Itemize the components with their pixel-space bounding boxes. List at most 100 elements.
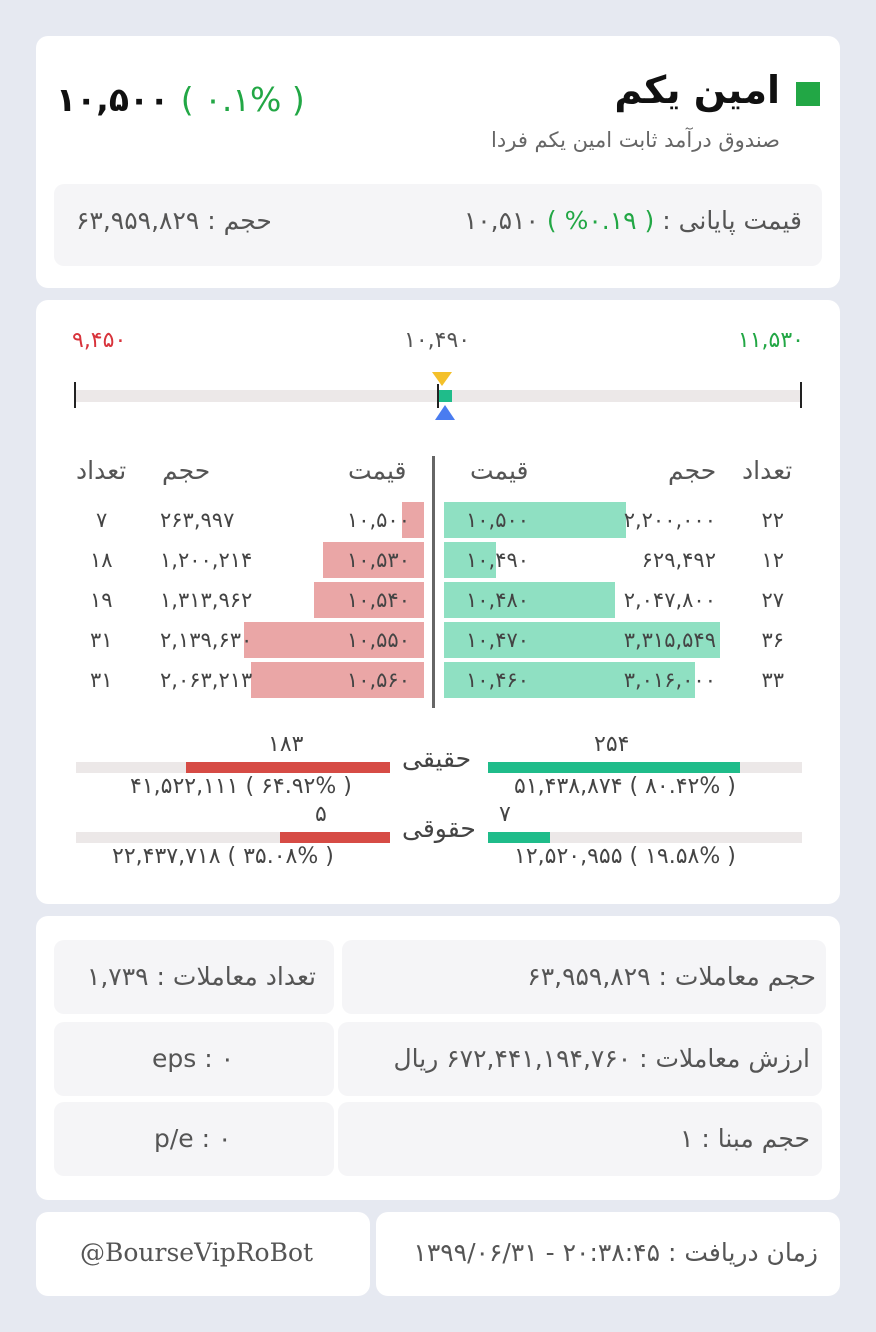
sell-count: ۱۹ (90, 588, 113, 612)
range-right-tick (800, 382, 802, 408)
sell-count: ۳۱ (90, 628, 113, 652)
buy-count: ۲۲ (761, 508, 784, 532)
buy-depth-bar (444, 662, 695, 698)
orderbook-divider (432, 456, 435, 708)
sell-price-header: قیمت (348, 456, 407, 485)
trade-volume: حجم معاملات : ۶۳,۹۵۹,۸۲۹ (527, 962, 816, 991)
pe-value: p/e : ۰ (154, 1124, 232, 1153)
range-center-line (437, 384, 439, 408)
range-segment (438, 390, 452, 402)
legal-sell-text: ۲۲,۴۳۷,۷۱۸ ( ۳۵.۰۸% ) (112, 844, 334, 869)
market-depth-card: ۹,۴۵۰ ۱۰,۴۹۰ ۱۱,۵۳۰ تعداد حجم قیمت قیمت … (36, 300, 840, 904)
base-volume: حجم مبنا : ۱ (679, 1124, 810, 1153)
sell-price: ۱۰,۵۶۰ (346, 668, 410, 692)
last-change: ( ۰.۱% ) (180, 80, 305, 119)
bot-handle-card: @BourseVipRoBot (36, 1212, 370, 1296)
buy-depth-bar (444, 622, 720, 658)
sell-count: ۷ (96, 508, 108, 532)
buy-volume: ۲,۰۴۷,۸۰۰ (623, 588, 716, 612)
buy-price: ۱۰,۴۸۰ (466, 588, 530, 612)
closing-price-block: قیمت پایانی : ( ۰.۱۹% ) ۱۰,۵۱۰ (464, 206, 802, 235)
real-label: حقیقی (402, 744, 472, 773)
buy-depth-bar (444, 502, 626, 538)
symbol-name: امین یکم (614, 68, 780, 112)
last-price: ۱۰,۵۰۰ (56, 80, 170, 119)
real-sell-text: ۴۱,۵۲۲,۱۱۱ ( ۶۴.۹۲% ) (130, 774, 352, 799)
eps-box: eps : ۰ (54, 1022, 334, 1096)
buy-price: ۱۰,۴۶۰ (466, 668, 530, 692)
last-price-marker-icon (435, 405, 455, 420)
buy-depth-bar (444, 542, 496, 578)
legal-sell-fill (280, 832, 390, 843)
trade-count-box: تعداد معاملات : ۱,۷۳۹ (54, 940, 334, 1014)
range-left-tick (74, 382, 76, 408)
sell-count: ۳۱ (90, 668, 113, 692)
sell-depth-bar (323, 542, 424, 578)
buy-price: ۱۰,۵۰۰ (466, 508, 530, 532)
closing-label: قیمت پایانی : (654, 206, 802, 235)
status-square-icon (796, 82, 820, 106)
legal-label: حقوقی (402, 814, 476, 843)
trade-volume-box: حجم معاملات : ۶۳,۹۵۹,۸۲۹ (342, 940, 826, 1014)
received-time: زمان دریافت : ۲۰:۳۸:۴۵ - ۱۳۹۹/۰۶/۳۱ (413, 1238, 818, 1267)
range-max-label: ۱۱,۵۳۰ (737, 328, 804, 353)
sell-volume-header: حجم (162, 456, 211, 485)
stats-card: حجم معاملات : ۶۳,۹۵۹,۸۲۹ تعداد معاملات :… (36, 916, 840, 1200)
sell-depth-bar (402, 502, 424, 538)
sell-volume: ۱,۲۰۰,۲۱۴ (160, 548, 253, 572)
sell-depth-bar (314, 582, 424, 618)
buy-price: ۱۰,۴۹۰ (466, 548, 530, 572)
buy-depth-bar (444, 582, 615, 618)
buy-volume-header: حجم (668, 456, 717, 485)
closing-change: ( ۰.۱۹% ) (546, 206, 655, 235)
buy-count: ۲۷ (761, 588, 784, 612)
sell-depth-bar (244, 622, 424, 658)
legal-sell-count: ۵ (315, 802, 327, 827)
buy-count-header: تعداد (742, 456, 793, 485)
pe-box: p/e : ۰ (54, 1102, 334, 1176)
buy-volume: ۶۲۹,۴۹۲ (641, 548, 716, 572)
closing-volume-box: قیمت پایانی : ( ۰.۱۹% ) ۱۰,۵۱۰ حجم : ۶۳,… (54, 184, 822, 266)
buy-count: ۳۶ (761, 628, 784, 652)
buy-count: ۳۳ (761, 668, 784, 692)
trade-value: ارزش معاملات : ۶۷۲,۴۴۱,۱۹۴,۷۶۰ ریال (393, 1044, 810, 1073)
yesterday-marker-icon (432, 372, 452, 386)
sell-depth-bar (251, 662, 424, 698)
symbol-header-card: امین یکم صندوق درآمد ثابت امین یکم فردا … (36, 36, 840, 288)
real-sell-fill (186, 762, 390, 773)
sell-volume: ۲,۰۶۳,۲۱۳ (160, 668, 253, 692)
sell-volume: ۱,۳۱۳,۹۶۲ (160, 588, 253, 612)
real-buy-fill (488, 762, 740, 773)
base-volume-box: حجم مبنا : ۱ (338, 1102, 822, 1176)
volume-text: حجم : ۶۳,۹۵۹,۸۲۹ (76, 206, 272, 235)
trade-count: تعداد معاملات : ۱,۷۳۹ (86, 962, 316, 991)
buy-volume: ۳,۰۱۶,۰۰۰ (623, 668, 716, 692)
sell-count: ۱۸ (90, 548, 113, 572)
eps-value: eps : ۰ (152, 1044, 235, 1073)
buy-count: ۱۲ (761, 548, 784, 572)
sell-price: ۱۰,۵۴۰ (346, 588, 410, 612)
sell-price: ۱۰,۵۳۰ (346, 548, 410, 572)
legal-buy-count: ۷ (499, 802, 511, 827)
trade-value-box: ارزش معاملات : ۶۷۲,۴۴۱,۱۹۴,۷۶۰ ریال (338, 1022, 822, 1096)
buy-volume: ۳,۳۱۵,۵۴۹ (623, 628, 716, 652)
symbol-subtitle: صندوق درآمد ثابت امین یکم فردا (491, 128, 780, 152)
legal-buy-track (488, 832, 802, 843)
legal-buy-fill (488, 832, 550, 843)
legal-buy-text: ۱۲,۵۲۰,۹۵۵ ( ۱۹.۵۸% ) (514, 844, 736, 869)
legal-sell-track (76, 832, 390, 843)
last-price-block: ۱۰,۵۰۰ ( ۰.۱% ) (56, 80, 305, 119)
real-buy-count: ۲۵۴ (594, 732, 630, 757)
real-sell-count: ۱۸۳ (268, 732, 304, 757)
range-mid-label: ۱۰,۴۹۰ (404, 328, 471, 353)
sell-volume: ۲۶۳,۹۹۷ (160, 508, 235, 532)
closing-price: ۱۰,۵۱۰ (463, 206, 539, 235)
bot-handle[interactable]: @BourseVipRoBot (80, 1238, 314, 1267)
range-min-label: ۹,۴۵۰ (72, 328, 127, 353)
real-buy-text: ۵۱,۴۳۸,۸۷۴ ( ۸۰.۴۲% ) (514, 774, 736, 799)
buy-volume: ۲,۲۰۰,۰۰۰ (623, 508, 716, 532)
sell-price: ۱۰,۵۵۰ (346, 628, 410, 652)
sell-count-header: تعداد (76, 456, 127, 485)
received-time-card: زمان دریافت : ۲۰:۳۸:۴۵ - ۱۳۹۹/۰۶/۳۱ (376, 1212, 840, 1296)
sell-price: ۱۰,۵۰۰ (346, 508, 410, 532)
